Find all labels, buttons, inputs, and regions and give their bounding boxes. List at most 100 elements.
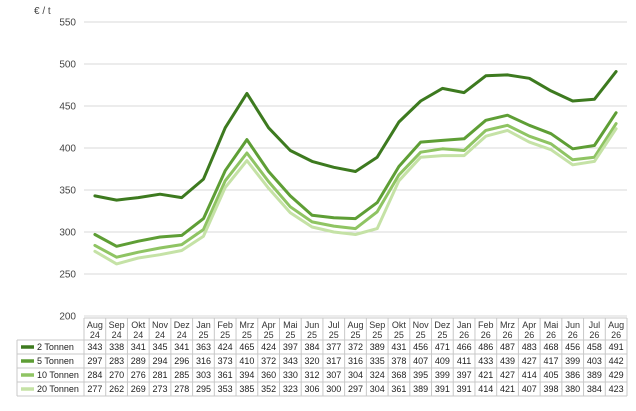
table-cell: 395	[413, 370, 428, 380]
table-cell: 285	[174, 370, 189, 380]
x-tick-year: 25	[372, 330, 382, 340]
table-cell: 368	[391, 370, 406, 380]
y-tick-label-300: 300	[59, 228, 76, 239]
y-tick-label-400: 400	[59, 144, 76, 155]
x-tick-year: 24	[133, 330, 143, 340]
x-tick-month: Jun	[305, 320, 320, 330]
legend-label-1: 2 Tonnen	[37, 342, 74, 352]
table-cell: 281	[153, 370, 168, 380]
x-tick-month: Apr	[262, 320, 276, 330]
x-tick-month: Okt	[392, 320, 407, 330]
table-cell: 270	[109, 370, 124, 380]
x-tick-month: Jan	[196, 320, 211, 330]
y-tick-label-550: 550	[59, 18, 76, 29]
table-cell: 427	[522, 356, 537, 366]
x-tick-month: Aug	[87, 320, 103, 330]
table-cell: 421	[478, 370, 493, 380]
table-cell: 398	[543, 384, 558, 394]
series-line-1	[93, 70, 618, 202]
table-cell: 372	[261, 356, 276, 366]
table-cell: 389	[413, 384, 428, 394]
y-tick-label-250: 250	[59, 270, 76, 281]
x-tick-month: Feb	[478, 320, 494, 330]
x-tick-month: Sep	[369, 320, 385, 330]
x-tick-month: Mrz	[500, 320, 515, 330]
series-line-4	[93, 127, 618, 266]
table-cell: 421	[500, 384, 515, 394]
table-cell: 439	[500, 356, 515, 366]
y-axis-label: € / t	[34, 6, 51, 17]
table-cell: 276	[131, 370, 146, 380]
table-cell: 277	[87, 384, 102, 394]
table-cell: 343	[87, 342, 102, 352]
table-cell: 424	[261, 342, 276, 352]
table-cell: 403	[587, 356, 602, 366]
table-cell: 341	[131, 342, 146, 352]
table-cell: 294	[153, 356, 168, 366]
table-cell: 380	[565, 384, 580, 394]
table-cell: 306	[305, 384, 320, 394]
x-tick-year: 24	[155, 330, 165, 340]
table-cell: 397	[283, 342, 298, 352]
table-cell: 414	[478, 384, 493, 394]
x-tick-year: 24	[177, 330, 187, 340]
x-tick-year: 26	[546, 330, 556, 340]
table-cell: 295	[196, 384, 211, 394]
table-cell: 378	[391, 356, 406, 366]
table-cell: 330	[283, 370, 298, 380]
table-cell: 269	[131, 384, 146, 394]
table-cell: 399	[565, 356, 580, 366]
table-cell: 399	[435, 370, 450, 380]
table-cell: 300	[326, 384, 341, 394]
table-cell: 296	[174, 356, 189, 366]
x-tick-month: Mai	[544, 320, 559, 330]
table-cell: 486	[478, 342, 493, 352]
table-cell: 360	[261, 370, 276, 380]
x-tick-month: Apr	[522, 320, 536, 330]
table-cell: 384	[305, 342, 320, 352]
table-cell: 442	[609, 356, 624, 366]
table-cell: 312	[305, 370, 320, 380]
legend-label-3: 10 Tonnen	[37, 370, 79, 380]
x-tick-month: Sep	[109, 320, 125, 330]
table-cell: 361	[218, 370, 233, 380]
table-cell: 405	[543, 370, 558, 380]
x-tick-year: 25	[220, 330, 230, 340]
table-cell: 411	[457, 356, 471, 366]
y-tick-label-450: 450	[59, 102, 76, 113]
table-cell: 456	[413, 342, 428, 352]
table-cell: 458	[587, 342, 602, 352]
data-table: Aug24Sep24Okt24Nov24Dez24Jan25Feb25Mrz25…	[16, 317, 628, 397]
table-cell: 423	[609, 384, 624, 394]
table-cell: 407	[522, 384, 537, 394]
table-cell: 491	[609, 342, 624, 352]
table-cell: 353	[218, 384, 233, 394]
table-cell: 323	[283, 384, 298, 394]
table-cell: 320	[305, 356, 320, 366]
x-tick-month: Aug	[608, 320, 624, 330]
table-cell: 304	[348, 370, 363, 380]
table-cell: 289	[131, 356, 146, 366]
x-tick-year: 25	[437, 330, 447, 340]
x-tick-year: 25	[394, 330, 404, 340]
x-tick-year: 25	[307, 330, 317, 340]
table-cell: 278	[174, 384, 189, 394]
x-tick-month: Aug	[347, 320, 363, 330]
table-cell: 316	[196, 356, 211, 366]
table-cell: 386	[565, 370, 580, 380]
x-tick-year: 25	[329, 330, 339, 340]
legend-label-2: 5 Tonnen	[37, 356, 74, 366]
table-cell: 433	[478, 356, 493, 366]
x-tick-month: Mrz	[239, 320, 254, 330]
x-tick-year: 25	[242, 330, 252, 340]
table-cell: 373	[218, 356, 233, 366]
table-cell: 389	[587, 370, 602, 380]
x-tick-month: Jul	[328, 320, 340, 330]
table-cell: 283	[109, 356, 124, 366]
x-tick-month: Dez	[434, 320, 451, 330]
table-cell: 372	[348, 342, 363, 352]
x-tick-year: 26	[503, 330, 513, 340]
table-cell: 273	[153, 384, 168, 394]
table-cell: 397	[457, 370, 472, 380]
